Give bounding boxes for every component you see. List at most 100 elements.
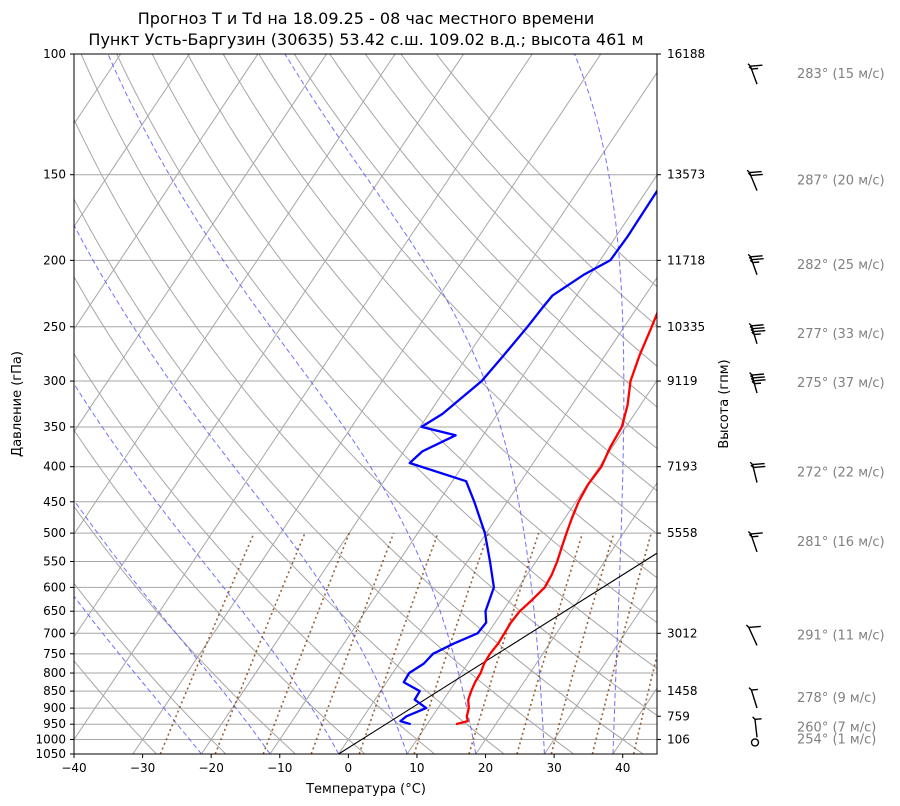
height-tick-label: 16188	[667, 47, 705, 61]
height-tick-label: 759	[667, 709, 690, 723]
wind-barb	[747, 63, 763, 85]
isotherm-line	[132, 54, 602, 754]
dry-adiabat	[74, 582, 227, 754]
y-tick-label: 750	[43, 647, 66, 661]
barb-feather	[751, 688, 759, 691]
y-tick-label: 500	[43, 526, 66, 540]
y-tick-label: 700	[43, 626, 66, 640]
y-tick-label: 1050	[35, 747, 66, 761]
height-tick-label: 3012	[667, 626, 698, 640]
barb-feather	[754, 382, 762, 385]
barb-feather	[751, 380, 755, 385]
barb-feather	[753, 465, 766, 469]
isotherm-line	[74, 54, 259, 330]
wind-label: 254° (1 м/с)	[797, 732, 876, 747]
wind-barb	[745, 624, 761, 646]
plot-area	[73, 53, 900, 755]
dry-adiabat	[187, 54, 657, 579]
barb-feather	[749, 325, 753, 330]
y-tick-label: 350	[43, 420, 66, 434]
barb-feather	[750, 173, 763, 177]
barb-feather	[753, 379, 766, 382]
barb-feather	[750, 328, 754, 333]
barb-staff	[748, 627, 758, 646]
barb-feather	[750, 64, 763, 67]
y-tick-label: 650	[43, 604, 66, 618]
x-tick-label: −30	[130, 761, 155, 775]
mixing-ratio-line	[262, 532, 351, 754]
isotherm-line	[74, 54, 190, 228]
wind-label: 283° (15 м/с)	[797, 67, 885, 82]
barb-feather	[750, 532, 763, 535]
wind-barb	[747, 531, 763, 553]
wind-label: 282° (25 м/с)	[797, 258, 885, 273]
moist-adiabat	[284, 54, 545, 754]
barb-feather	[748, 625, 761, 629]
x-tick-label: −20	[199, 761, 224, 775]
barb-feather	[748, 66, 752, 70]
x-tick-label: 30	[546, 761, 561, 775]
barb-feather	[751, 535, 759, 538]
x-tick-label: 20	[478, 761, 493, 775]
barb-feather	[752, 462, 765, 466]
y-axis-label: Давление (гПа)	[10, 351, 25, 457]
barb-feather	[745, 624, 750, 628]
height-tick-label: 9119	[667, 374, 698, 388]
barb-feather	[752, 261, 760, 264]
moist-adiabat	[74, 499, 271, 754]
y-tick-label: 550	[43, 555, 66, 569]
mixing-ratio-line	[413, 532, 490, 754]
barb-feather	[747, 253, 752, 258]
isotherm-line	[201, 71, 657, 754]
wind-label: 275° (37 м/с)	[797, 376, 885, 391]
barb-feather	[749, 170, 762, 174]
plot-frame	[73, 53, 658, 755]
barb-feather	[751, 373, 765, 376]
mixing-ratio-line	[310, 532, 395, 754]
height-tick-label: 11718	[667, 253, 705, 267]
isotherm-line	[74, 54, 465, 638]
y-tick-label: 100	[43, 47, 66, 61]
wind-label: 281° (16 м/с)	[797, 535, 885, 550]
wind-profile: 254° (1 м/с)260° (7 м/с) 278° (9 м/с) 291°…	[745, 63, 885, 747]
wind-label: 287° (20 м/с)	[797, 174, 885, 189]
reference-line	[338, 552, 657, 754]
isotherm-line	[682, 54, 900, 754]
dewpoint-line	[399, 188, 657, 726]
barb-feather	[754, 718, 762, 721]
wind-barb	[750, 738, 760, 747]
barb-feather	[750, 255, 763, 258]
barb-feather	[749, 461, 754, 466]
wind-label: 272° (22 м/с)	[797, 466, 885, 481]
dry-adiabat	[151, 54, 657, 624]
dry-adiabat	[116, 54, 657, 670]
mixing-ratio-line	[358, 532, 439, 754]
grid-and-curves	[74, 54, 900, 754]
x-tick-label: 0	[345, 761, 353, 775]
y-tick-label: 900	[43, 701, 66, 715]
x-tick-label: −10	[267, 761, 292, 775]
height-tick-label: 10335	[667, 320, 705, 334]
y-tick-label: 800	[43, 666, 66, 680]
height-axis-ticks: 106 759 1458 3012 5558 7193 9119 10335 11718 1357…	[657, 47, 705, 746]
y-tick-label: 950	[43, 717, 66, 731]
height-tick-label: 5558	[667, 526, 698, 540]
y-tick-label: 450	[43, 495, 66, 509]
wind-label: 278° (9 м/с)	[797, 691, 876, 706]
barb-feather	[751, 257, 764, 261]
height-axis-label: Высота (гпм)	[717, 359, 732, 448]
barb-feather	[748, 533, 753, 538]
barb-feather	[748, 687, 752, 691]
wind-barb	[748, 322, 766, 345]
dry-adiabat	[74, 352, 435, 754]
barb-feather	[754, 333, 761, 336]
chart-title-line1: Прогноз T и Td на 18.09.25 - 08 час мест…	[138, 9, 594, 28]
barb-feather	[746, 169, 751, 174]
mixing-ratio-line	[591, 532, 653, 754]
dry-adiabat	[74, 429, 366, 754]
barb-feather	[753, 329, 766, 333]
y-tick-label: 600	[43, 580, 66, 594]
barb-feather	[747, 63, 751, 67]
